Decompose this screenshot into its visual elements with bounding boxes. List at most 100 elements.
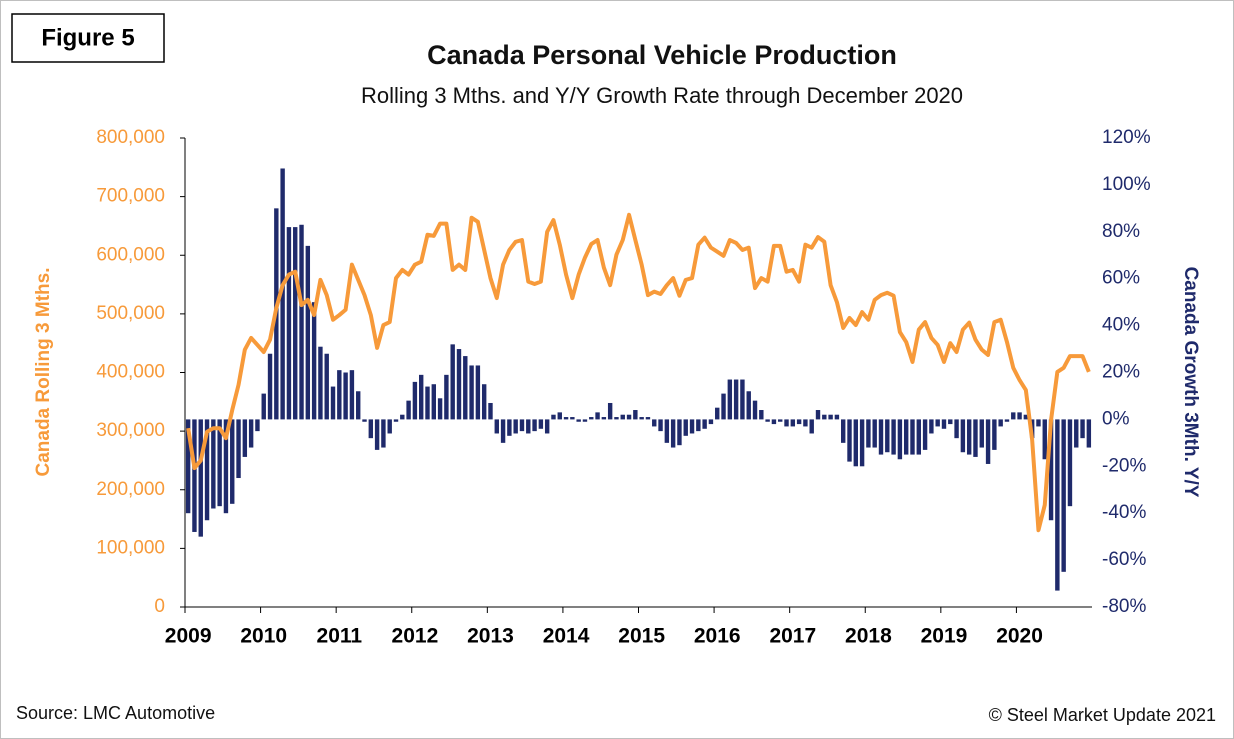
bar — [406, 400, 411, 420]
bar — [349, 370, 355, 420]
bar — [652, 419, 657, 427]
bar — [437, 398, 443, 420]
bar — [400, 414, 405, 420]
bar — [853, 419, 859, 467]
bar — [771, 419, 777, 425]
bar — [418, 374, 424, 420]
bar — [1011, 412, 1016, 420]
bar — [475, 365, 481, 420]
bar — [463, 356, 468, 420]
bar — [689, 419, 695, 434]
bar — [557, 412, 562, 420]
bar — [815, 410, 821, 420]
bar — [337, 370, 342, 420]
bar — [185, 419, 191, 514]
bar — [324, 353, 329, 420]
figure-box — [11, 13, 165, 63]
y2-tick-label: -80% — [1102, 596, 1146, 617]
bar — [841, 419, 846, 443]
bar — [381, 419, 386, 448]
bar — [715, 407, 720, 420]
bar — [494, 419, 499, 434]
x-tick-label: 2014 — [543, 625, 590, 648]
bar — [343, 372, 348, 420]
x-tick-label: 2020 — [996, 625, 1043, 648]
bar — [1023, 414, 1029, 420]
y-tick-label: 500,000 — [96, 303, 165, 324]
bar — [1004, 419, 1010, 422]
y2-tick-label: -60% — [1102, 549, 1146, 570]
bar — [746, 391, 751, 420]
bar — [639, 417, 644, 420]
x-tick-label: 2012 — [392, 625, 439, 648]
bar — [941, 419, 947, 429]
bar — [670, 419, 676, 448]
bar — [299, 224, 304, 420]
x-tick-label: 2010 — [240, 625, 287, 648]
bar — [935, 419, 940, 427]
bar — [595, 412, 600, 420]
bar — [664, 419, 670, 443]
bar — [1036, 419, 1041, 427]
bar — [702, 419, 707, 429]
bar — [412, 381, 418, 420]
bar — [1048, 419, 1054, 521]
bar — [721, 393, 726, 420]
bar — [538, 419, 544, 429]
figure-label: Figure 5 — [41, 24, 134, 51]
x-tick-label: 2013 — [467, 625, 514, 648]
y-tick-label: 300,000 — [96, 420, 165, 441]
bar — [576, 419, 581, 422]
bar — [897, 419, 903, 460]
bar — [248, 419, 254, 448]
y2-axis-title: Canada Growth 3Mth. Y/Y — [1180, 267, 1201, 498]
bar — [280, 168, 285, 420]
bar — [866, 419, 871, 448]
bar — [519, 419, 525, 432]
bar — [230, 419, 235, 504]
bar — [526, 419, 531, 434]
bar — [305, 245, 311, 420]
bar — [790, 419, 796, 427]
bar — [1042, 419, 1047, 460]
x-tick-label: 2018 — [845, 625, 892, 648]
bar — [922, 419, 928, 450]
bar — [500, 419, 506, 443]
y-tick-label: 200,000 — [96, 479, 165, 500]
bar — [204, 419, 210, 521]
bar — [469, 365, 474, 420]
bar — [733, 379, 739, 420]
y2-tick-label: 100% — [1102, 174, 1151, 195]
bar — [582, 419, 588, 422]
bar — [677, 419, 682, 446]
bar — [211, 419, 216, 509]
y2-tick-label: 120% — [1102, 127, 1151, 148]
bar — [1017, 412, 1022, 420]
bar — [796, 419, 802, 425]
bar — [916, 419, 921, 455]
bar — [551, 414, 556, 420]
bar — [570, 417, 575, 420]
credit-note: © Steel Market Update 2021 — [989, 705, 1216, 725]
bar — [834, 414, 840, 420]
y2-tick-label: 80% — [1102, 221, 1140, 242]
bar — [356, 391, 361, 420]
y-tick-label: 0 — [154, 596, 165, 617]
bar — [507, 419, 512, 436]
bar — [563, 417, 569, 420]
bar — [910, 419, 915, 455]
y2-tick-label: 40% — [1102, 315, 1140, 336]
bar — [481, 384, 487, 420]
bar — [255, 419, 260, 432]
bar — [488, 402, 493, 420]
bar — [633, 410, 638, 420]
bar — [859, 419, 865, 467]
x-tick-label: 2016 — [694, 625, 741, 648]
bar — [683, 419, 688, 436]
bar — [620, 414, 625, 420]
bar — [393, 419, 399, 422]
bar — [1074, 419, 1079, 448]
bar — [1086, 419, 1092, 448]
